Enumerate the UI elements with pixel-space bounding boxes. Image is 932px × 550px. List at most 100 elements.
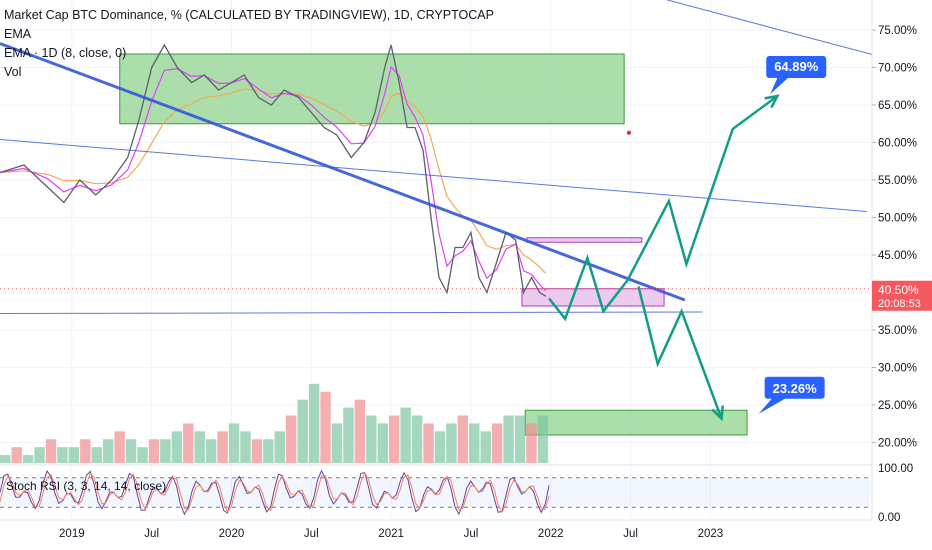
x-tick-label: Jul (304, 528, 319, 540)
volume-bar (91, 447, 102, 463)
legend-stoch-rsi[interactable]: Stoch RSI (3, 3, 14, 14, close) (6, 479, 167, 493)
x-tick-label: 2023 (698, 528, 724, 540)
zone-purple (521, 288, 665, 307)
y-tick-label: 65.00% (878, 100, 917, 112)
trendline (665, 0, 932, 71)
volume-bar (503, 415, 514, 463)
legend: Market Cap BTC Dominance, % (CALCULATED … (4, 6, 494, 82)
projection-arrowhead (711, 405, 725, 422)
volume-bar (400, 407, 411, 463)
x-tick-label: 2022 (538, 528, 564, 540)
volume-bar (297, 399, 308, 463)
projection-arrowhead (764, 94, 780, 109)
volume-bar (366, 415, 377, 463)
callout-23-box (764, 376, 825, 399)
volume-bar (125, 439, 137, 463)
callout-64-text: 64.89% (774, 59, 819, 74)
trendline (0, 42, 686, 302)
price-series (0, 43, 547, 297)
volume-bar (102, 439, 114, 463)
volume-bar (228, 423, 240, 463)
volume-bar (388, 415, 400, 463)
callout-64-box (766, 56, 827, 78)
callout-pointer (770, 76, 791, 94)
projection-paths (548, 94, 780, 422)
legend-vol[interactable]: Vol (4, 65, 22, 79)
y-tick-label: 75.00% (878, 25, 917, 37)
projection-path (548, 94, 779, 322)
x-axis: 2019 Jul 2020 Jul 2021 Jul 2022 Jul 2023 (59, 528, 723, 540)
volume-bar (331, 423, 343, 463)
volume-bar (343, 407, 354, 463)
volume-bar (286, 415, 297, 463)
red-dot (626, 130, 631, 135)
volume-bar (194, 431, 205, 463)
x-tick-label: Jul (144, 528, 159, 540)
zones (119, 53, 748, 436)
volume-bar (240, 431, 251, 463)
projection-path (637, 286, 723, 419)
volume-bar (308, 383, 320, 463)
volume-bar (217, 431, 228, 463)
x-tick-label: Jul (464, 528, 479, 540)
volume-bar (148, 439, 160, 463)
volume-bar (205, 439, 217, 463)
volume-bar (354, 399, 366, 463)
legend-ema[interactable]: EMA (4, 27, 32, 41)
volume-bar (434, 431, 446, 463)
volume-bar (114, 431, 125, 463)
trendline (0, 139, 867, 212)
volume-bar (423, 423, 434, 463)
stoch-d-line (0, 471, 550, 514)
volume-bar (80, 439, 91, 463)
chart-title: Market Cap BTC Dominance, % (CALCULATED … (4, 8, 494, 22)
zone-green (119, 53, 625, 125)
volume-bar (45, 439, 57, 463)
ema-fast-line (0, 65, 547, 292)
volume-bar (251, 439, 263, 463)
volume-bar (411, 415, 423, 463)
trendlines (0, 0, 932, 314)
zone-green (524, 409, 748, 436)
volume-bar (11, 447, 22, 463)
y-tick-label: 30.00% (878, 363, 917, 375)
y-tick-label: 70.00% (878, 63, 917, 75)
volume-bar (22, 455, 34, 463)
volume-bar (274, 431, 286, 463)
x-tick-label: Jul (623, 528, 638, 540)
volume-bar (514, 415, 526, 463)
y-tick-label: 60.00% (878, 138, 917, 150)
stoch-rsi-pane (0, 469, 870, 516)
y-tick-label: 55.00% (878, 175, 917, 187)
price-line (0, 43, 547, 297)
volume-bar (183, 423, 194, 463)
volume-bar (491, 423, 503, 463)
y-tick-label: 45.00% (878, 250, 917, 262)
volume-bar (57, 447, 68, 463)
volume-bar (0, 455, 11, 463)
callout-23-text: 23.26% (773, 381, 818, 396)
stoch-tick-label: 100.00 (878, 463, 913, 475)
current-price-box (872, 280, 932, 311)
volume-bar (171, 431, 183, 463)
y-tick-label: 50.00% (878, 213, 917, 225)
trendline (0, 311, 703, 314)
y-tick-label: 25.00% (878, 400, 917, 412)
volume-bar (469, 423, 480, 463)
volume-bar (480, 431, 491, 463)
countdown-label: 20:08:53 (878, 298, 921, 310)
volume-bar (537, 415, 549, 463)
x-tick-label: 2020 (219, 528, 245, 540)
zone-purple (526, 237, 643, 243)
volume-bar (160, 439, 171, 463)
legend-ema-8[interactable]: EMA · 1D (8, close, 0) (4, 46, 127, 60)
callout-pointer (758, 397, 787, 414)
volume-bar (377, 423, 388, 463)
volume-bar (68, 447, 80, 463)
y-axis: 75.00% 70.00% 65.00% 60.00% 55.00% 50.00% 45.0… (871, 0, 932, 550)
volume-bar (446, 423, 457, 463)
volume-bar (34, 447, 45, 463)
y-tick-label: 20.00% (878, 438, 917, 450)
ema-slow-line (0, 88, 547, 274)
